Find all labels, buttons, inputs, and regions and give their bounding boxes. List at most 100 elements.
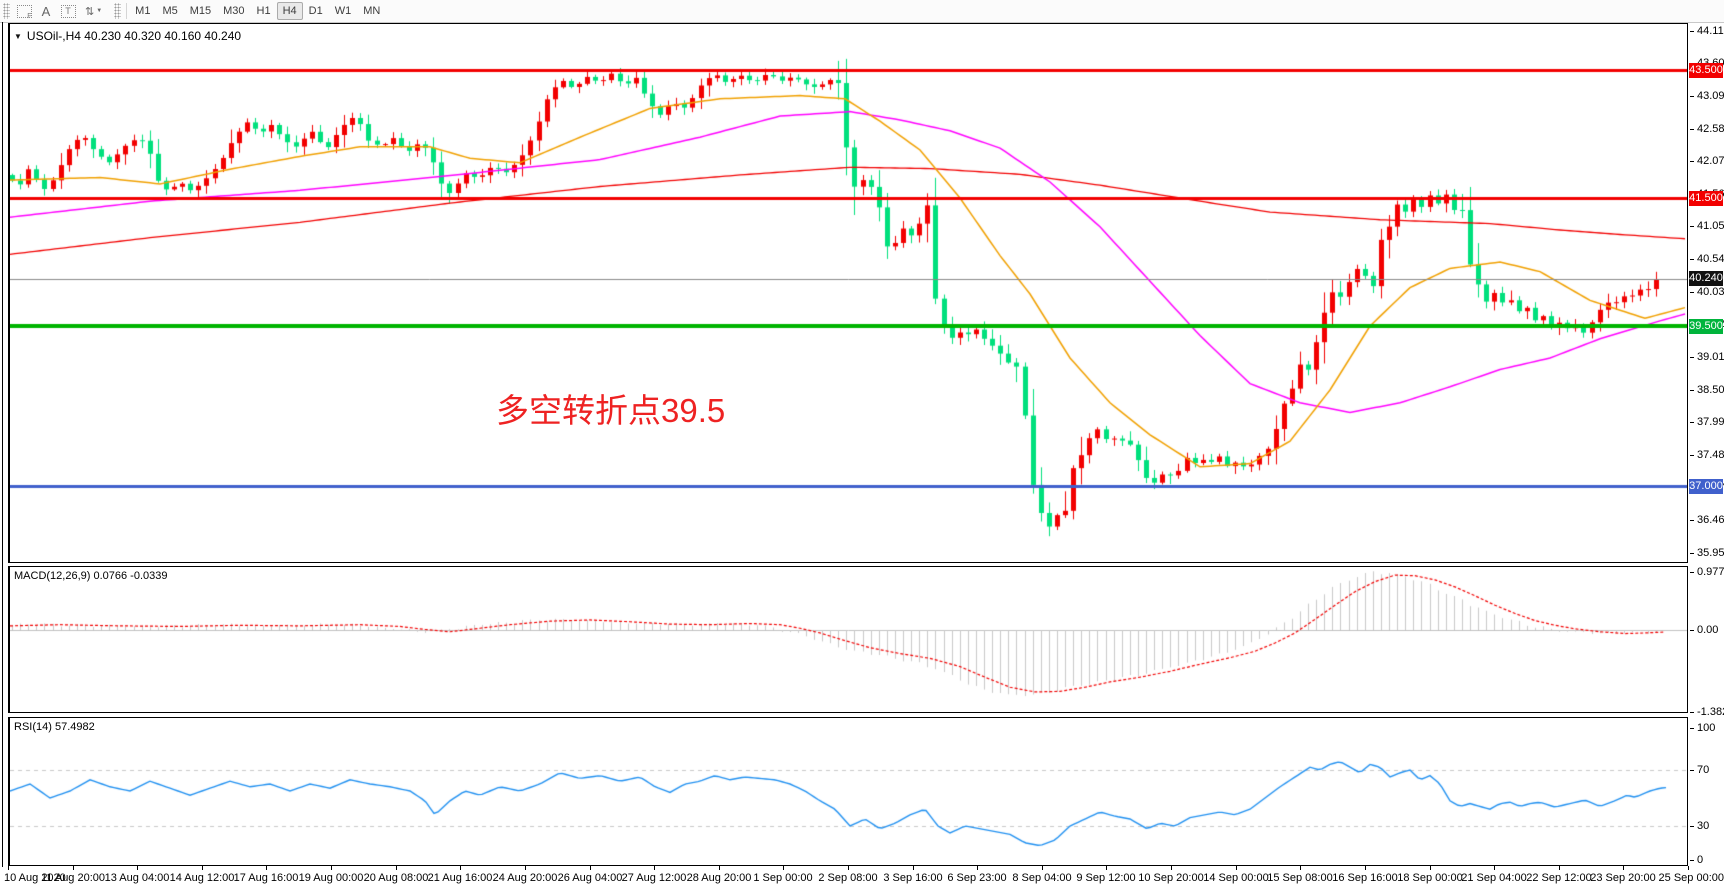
chart-title[interactable]: ▼ USOil-,H4 40.230 40.320 40.160 40.240 bbox=[14, 29, 241, 43]
axis-tick bbox=[1690, 455, 1694, 456]
date-tick bbox=[590, 866, 591, 870]
dropdown-caret-icon: ▼ bbox=[96, 8, 103, 14]
symbol-dropdown-icon[interactable]: ▼ bbox=[14, 31, 22, 41]
timeframe-button-M15[interactable]: M15 bbox=[189, 5, 212, 17]
date-label: 25 Sep 00:00 bbox=[1658, 872, 1724, 884]
timeframe-button-D1[interactable]: D1 bbox=[308, 5, 323, 17]
price-tick-label: 39.015 bbox=[1697, 351, 1724, 363]
date-label: 6 Sep 23:00 bbox=[947, 872, 1007, 884]
rsi-tick-label: 0 bbox=[1697, 854, 1704, 866]
axis-tick bbox=[1690, 860, 1694, 861]
date-tick bbox=[848, 866, 849, 870]
axis-tick bbox=[1690, 553, 1694, 554]
text-label-tool-button[interactable]: T bbox=[57, 2, 79, 20]
date-label: 13 Aug 04:00 bbox=[104, 872, 170, 884]
axis-tick bbox=[1690, 31, 1694, 32]
price-badge-41.500: 41.500 bbox=[1689, 191, 1723, 206]
price-tick-label: 40.035 bbox=[1697, 286, 1724, 298]
date-tick bbox=[460, 866, 461, 870]
price-badge-43.500: 43.500 bbox=[1689, 63, 1723, 78]
chart-text-annotation[interactable]: 多空转折点39.5 bbox=[496, 392, 726, 429]
price-tick-label: 43.095 bbox=[1697, 90, 1724, 102]
price-tick-label: 44.115 bbox=[1697, 25, 1724, 37]
date-label: 17 Aug 16:00 bbox=[233, 872, 299, 884]
date-tick bbox=[783, 866, 784, 870]
date-label: 21 Sep 04:00 bbox=[1461, 872, 1527, 884]
date-tick bbox=[396, 866, 397, 870]
price-badge-37.000: 37.000 bbox=[1689, 479, 1723, 494]
price-badge-39.500: 39.500 bbox=[1689, 319, 1723, 334]
date-label: 23 Sep 20:00 bbox=[1590, 872, 1656, 884]
date-tick bbox=[73, 866, 74, 870]
price-badge-40.240: 40.240 bbox=[1689, 271, 1723, 286]
date-tick bbox=[913, 866, 914, 870]
date-tick bbox=[1171, 866, 1172, 870]
toolbar-separator bbox=[126, 3, 128, 19]
macd-tick-label: -1.382 bbox=[1697, 706, 1724, 718]
main-chart-panel bbox=[8, 23, 1688, 563]
date-tick bbox=[719, 866, 720, 870]
font-tool-button[interactable]: A bbox=[41, 3, 51, 19]
date-tick bbox=[1106, 866, 1107, 870]
date-label: 27 Aug 12:00 bbox=[621, 872, 687, 884]
date-label: 14 Sep 00:00 bbox=[1203, 872, 1269, 884]
timeframe-button-W1[interactable]: W1 bbox=[334, 5, 352, 17]
timeframe-button-M30[interactable]: M30 bbox=[223, 5, 245, 17]
date-label: 2 Sep 08:00 bbox=[818, 872, 878, 884]
cycle-tool-button[interactable]: ⇅ ▼ bbox=[79, 2, 108, 20]
text-tool-icon: T bbox=[60, 4, 76, 18]
price-tick-label: 40.545 bbox=[1697, 253, 1724, 265]
macd-panel bbox=[8, 566, 1688, 713]
date-tick bbox=[266, 866, 267, 870]
rsi-tick-label: 30 bbox=[1697, 820, 1710, 832]
price-tick-label: 37.995 bbox=[1697, 416, 1724, 428]
date-label: 11 Aug 20:00 bbox=[40, 872, 106, 884]
toolbar-grip-icon[interactable] bbox=[114, 3, 122, 19]
price-tick-label: 36.465 bbox=[1697, 514, 1724, 526]
price-tick-label: 41.055 bbox=[1697, 220, 1724, 232]
date-tick bbox=[1494, 866, 1495, 870]
price-chart-canvas[interactable] bbox=[10, 24, 1687, 562]
date-tick bbox=[8, 866, 9, 870]
date-tick bbox=[202, 866, 203, 870]
toolbar-grip-icon[interactable] bbox=[3, 3, 10, 19]
date-label: 15 Sep 08:00 bbox=[1267, 872, 1333, 884]
axis-tick bbox=[1690, 728, 1694, 729]
axis-tick bbox=[1690, 96, 1694, 97]
axis-tick bbox=[1690, 520, 1694, 521]
date-label: 1 Sep 00:00 bbox=[753, 872, 813, 884]
date-label: 20 Aug 08:00 bbox=[363, 872, 429, 884]
date-tick bbox=[1236, 866, 1237, 870]
toolbar: F A T ⇅ ▼ M1 M5 M15 M30 H1 H4 D1 W1 MN bbox=[0, 0, 1724, 23]
window-left-border bbox=[2, 22, 3, 867]
date-tick bbox=[1042, 866, 1043, 870]
timeframe-button-H4[interactable]: H4 bbox=[276, 2, 303, 20]
price-tick-label: 35.955 bbox=[1697, 547, 1724, 559]
grid-tool-button[interactable]: F bbox=[13, 2, 35, 20]
date-tick bbox=[1623, 866, 1624, 870]
date-label: 26 Aug 04:00 bbox=[557, 872, 623, 884]
date-label: 24 Aug 20:00 bbox=[492, 872, 558, 884]
timeframe-button-group: M1 M5 M15 M30 H1 H4 D1 W1 MN bbox=[129, 2, 386, 20]
macd-canvas[interactable] bbox=[10, 567, 1687, 712]
date-label: 19 Aug 00:00 bbox=[298, 872, 364, 884]
date-label: 10 Sep 20:00 bbox=[1138, 872, 1204, 884]
axis-tick bbox=[1690, 826, 1694, 827]
date-label: 22 Sep 12:00 bbox=[1526, 872, 1592, 884]
dotted-grid-icon: F bbox=[16, 4, 32, 20]
date-tick bbox=[1365, 866, 1366, 870]
axis-tick bbox=[1690, 712, 1694, 713]
date-label: 8 Sep 04:00 bbox=[1012, 872, 1072, 884]
timeframe-button-M1[interactable]: M1 bbox=[135, 5, 151, 17]
timeframe-button-H1[interactable]: H1 bbox=[256, 5, 271, 17]
rsi-canvas[interactable] bbox=[10, 718, 1687, 865]
date-tick bbox=[977, 866, 978, 870]
date-tick bbox=[1300, 866, 1301, 870]
timeframe-button-M5[interactable]: M5 bbox=[162, 5, 178, 17]
date-label: 28 Aug 20:00 bbox=[686, 872, 752, 884]
date-label: 9 Sep 12:00 bbox=[1076, 872, 1136, 884]
axis-tick bbox=[1690, 357, 1694, 358]
rsi-tick-label: 100 bbox=[1697, 722, 1716, 734]
timeframe-button-MN[interactable]: MN bbox=[363, 5, 381, 17]
